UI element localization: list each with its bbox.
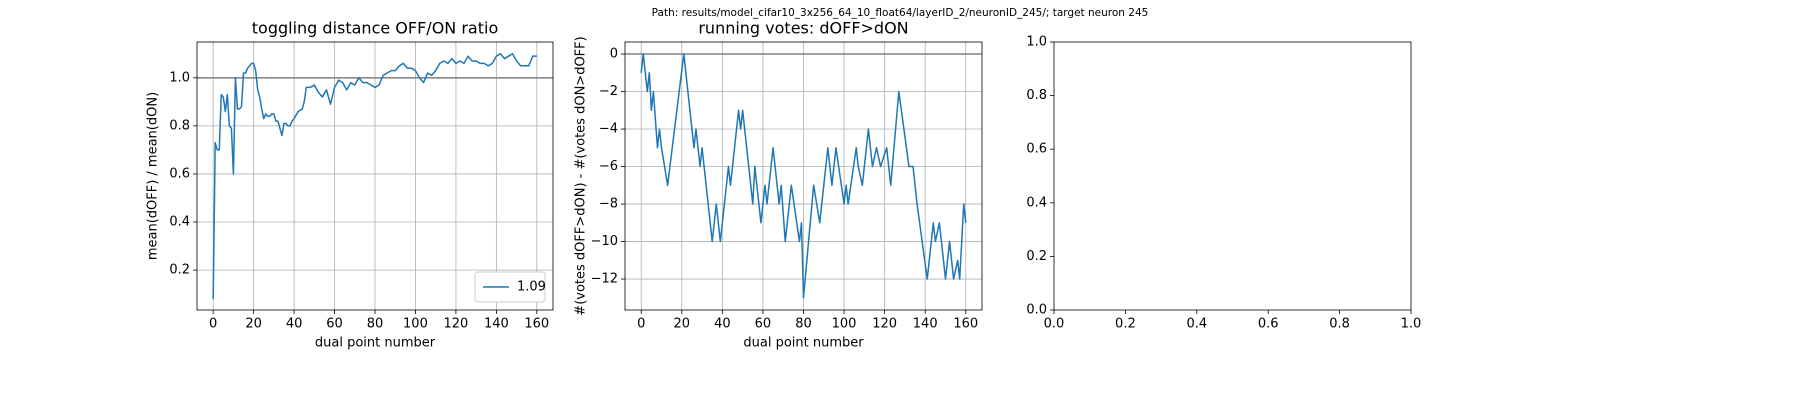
x-tick-label: 0 xyxy=(209,317,217,332)
x-tick-label: 40 xyxy=(714,317,731,332)
y-tick-label: −2 xyxy=(599,84,618,99)
figure-title: Path: results/model_cifar10_3x256_64_10_… xyxy=(652,7,1149,19)
x-tick-label: 0.0 xyxy=(1044,317,1065,332)
data-line xyxy=(640,53,967,299)
legend-box xyxy=(474,271,546,303)
x-tick-label: 60 xyxy=(755,317,772,332)
legend-label: 1.09 xyxy=(517,280,546,295)
x-tick-label: 120 xyxy=(443,317,468,332)
axes-title: running votes: dOFF>dON xyxy=(698,19,908,38)
y-axis-label: #(votes dOFF>dON) - #(votes dON>dOFF) xyxy=(574,36,589,315)
y-tick-label: −12 xyxy=(591,272,618,287)
x-tick-label: 20 xyxy=(245,317,262,332)
y-tick-label: −6 xyxy=(599,159,618,174)
x-tick-label: 0.4 xyxy=(1186,317,1207,332)
y-tick-label: 0.2 xyxy=(169,263,190,278)
y-tick-label: 1.0 xyxy=(169,70,190,85)
axes-frame xyxy=(196,41,554,311)
x-tick-label: 160 xyxy=(524,317,549,332)
x-tick-label: 140 xyxy=(484,317,509,332)
x-tick-label: 20 xyxy=(674,317,691,332)
y-tick-label: 0.0 xyxy=(1026,303,1047,318)
x-tick-label: 100 xyxy=(403,317,428,332)
x-tick-label: 0.8 xyxy=(1329,317,1350,332)
x-tick-label: 40 xyxy=(286,317,303,332)
axes-frame xyxy=(1053,41,1412,311)
x-tick-label: 0 xyxy=(637,317,645,332)
y-tick-label: 0 xyxy=(610,47,618,62)
y-axis-label: mean(dOFF) / mean(dON) xyxy=(146,92,161,260)
y-tick-label: 0.2 xyxy=(1026,249,1047,264)
axes-title: toggling distance OFF/ON ratio xyxy=(252,19,498,38)
x-tick-label: 60 xyxy=(326,317,343,332)
x-tick-label: 120 xyxy=(872,317,897,332)
y-tick-label: −10 xyxy=(591,234,618,249)
x-tick-label: 100 xyxy=(832,317,857,332)
y-tick-label: 0.6 xyxy=(169,166,190,181)
x-tick-label: 1.0 xyxy=(1401,317,1422,332)
axes-frame xyxy=(624,41,983,311)
y-tick-label: 0.8 xyxy=(169,118,190,133)
x-tick-label: 80 xyxy=(795,317,812,332)
y-tick-label: 1.0 xyxy=(1026,35,1047,50)
x-tick-label: 0.6 xyxy=(1258,317,1279,332)
x-axis-label: dual point number xyxy=(315,336,436,351)
y-tick-label: 0.8 xyxy=(1026,88,1047,103)
y-tick-label: 0.6 xyxy=(1026,142,1047,157)
y-tick-label: 0.4 xyxy=(1026,195,1047,210)
y-tick-label: 0.4 xyxy=(169,215,190,230)
x-tick-label: 160 xyxy=(953,317,978,332)
y-tick-label: −4 xyxy=(599,122,618,137)
x-axis-label: dual point number xyxy=(743,336,864,351)
x-tick-label: 80 xyxy=(367,317,384,332)
data-line xyxy=(212,53,537,299)
x-tick-label: 140 xyxy=(913,317,938,332)
y-tick-label: −8 xyxy=(599,197,618,212)
x-tick-label: 0.2 xyxy=(1115,317,1136,332)
